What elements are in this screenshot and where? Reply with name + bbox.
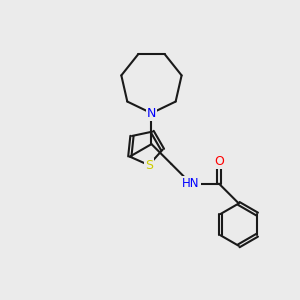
Text: S: S [145,159,153,172]
Text: N: N [147,107,156,120]
Text: O: O [214,155,224,168]
Text: HN: HN [182,177,200,190]
